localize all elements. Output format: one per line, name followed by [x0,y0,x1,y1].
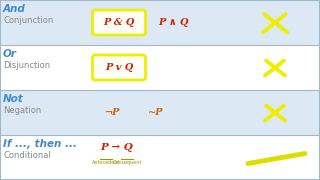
Text: Disjunction: Disjunction [3,61,50,70]
Bar [0,90,320,135]
Text: ~P: ~P [148,108,164,117]
Bar [0,45,320,90]
Text: Consequent: Consequent [112,160,142,165]
Text: If ..., then ...: If ..., then ... [3,139,77,149]
Text: Antecedent: Antecedent [92,160,120,165]
Text: Conjunction: Conjunction [3,16,53,25]
Bar [0,0,320,45]
FancyBboxPatch shape [92,10,146,35]
Text: P v Q: P v Q [105,63,133,72]
Text: Conditional: Conditional [3,151,51,160]
Text: Negation: Negation [3,106,41,115]
FancyBboxPatch shape [92,55,146,80]
Text: P & Q: P & Q [103,18,135,27]
Text: ¬P: ¬P [105,108,121,117]
Bar [0,135,320,180]
Text: And: And [3,4,26,14]
Text: Not: Not [3,94,24,104]
Text: Or: Or [3,49,17,59]
Text: P → Q: P → Q [100,143,133,152]
Text: P ∧ Q: P ∧ Q [158,18,188,27]
